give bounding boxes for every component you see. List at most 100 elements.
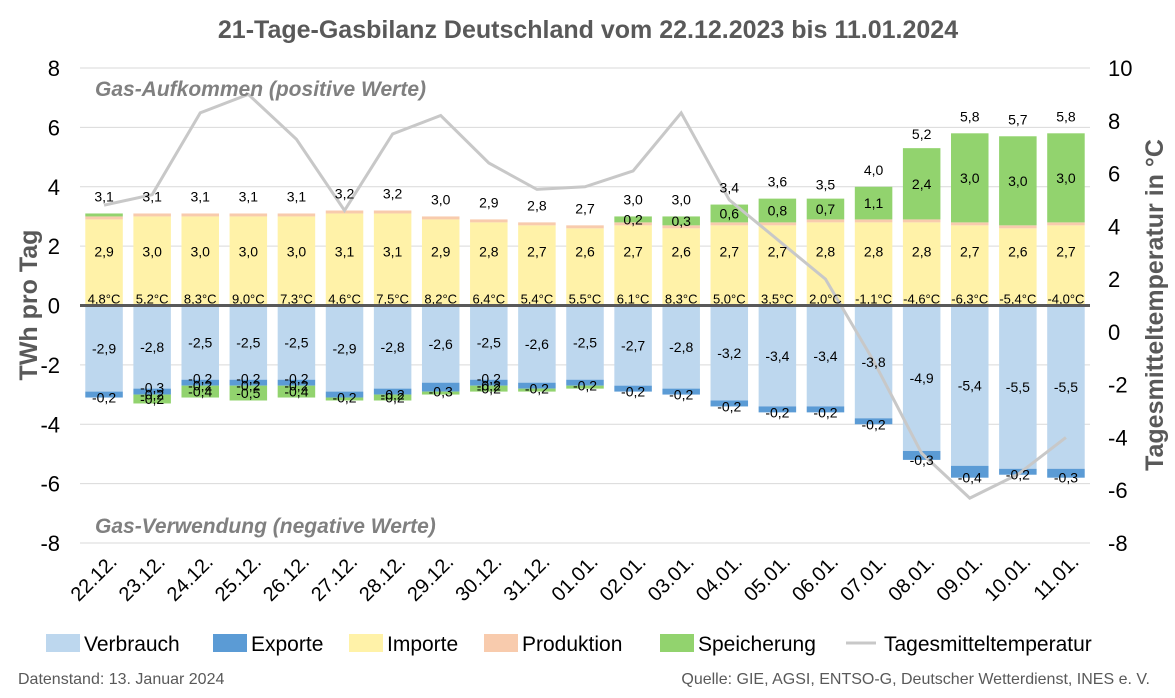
label-temperature: -1,1°C <box>855 292 892 307</box>
label-total: 3,4 <box>720 180 740 196</box>
label-exporte: -0,2 <box>813 404 837 420</box>
bar-importe <box>999 228 1037 306</box>
label-speicherung: 2,4 <box>912 176 932 192</box>
bar-speicherung <box>566 385 604 389</box>
label-temperature: -5,4°C <box>999 292 1036 307</box>
y-tick-label: -8 <box>40 531 60 556</box>
label-importe: 2,9 <box>94 243 114 259</box>
label-speicherung: -0,2 <box>140 391 164 407</box>
label-verbrauch: -5,5 <box>1054 379 1078 395</box>
label-total: 3,1 <box>94 188 114 204</box>
bar-verbrauch <box>181 305 219 380</box>
label-temperature: 9,0°C <box>232 292 265 307</box>
bar-produktion <box>373 210 412 214</box>
label-importe: 2,6 <box>575 243 595 259</box>
bar-speicherung <box>614 216 652 223</box>
bar-produktion <box>85 216 123 220</box>
x-tick-label: 04.01. <box>692 551 747 606</box>
bar-produktion <box>614 222 652 226</box>
label-verbrauch: -2,5 <box>236 335 260 351</box>
label-exporte: -0,2 <box>621 384 645 400</box>
bar-speicherung <box>854 186 893 220</box>
bar-exporte <box>229 379 268 386</box>
x-tick-label: 05.01. <box>740 551 795 606</box>
bar-speicherung <box>1047 133 1085 223</box>
bar-verbrauch <box>85 305 123 392</box>
annotation-negative: Gas-Verwendung (negative Werte) <box>95 515 436 538</box>
bar-speicherung <box>277 385 316 398</box>
label-exporte: -0,2 <box>381 387 405 403</box>
bar-importe <box>662 228 700 306</box>
label-total: 5,2 <box>912 126 932 142</box>
label-speicherung: 3,0 <box>1008 173 1028 189</box>
label-temperature: 6,1°C <box>617 292 650 307</box>
label-exporte-extra: -0,2 <box>236 371 260 387</box>
bar-exporte <box>518 382 556 389</box>
bar-importe <box>710 225 749 306</box>
bar-importe <box>373 213 412 306</box>
label-exporte: -0,2 <box>477 378 501 394</box>
label-importe: 3,0 <box>142 243 162 259</box>
legend-label: Speicherung <box>698 633 816 656</box>
label-total: 3,1 <box>239 188 259 204</box>
x-tick-label: 09.01. <box>932 551 987 606</box>
x-tick-label: 01.01. <box>548 551 603 606</box>
bar-importe <box>325 213 364 306</box>
bar-importe <box>181 216 219 306</box>
bar-produktion <box>902 219 941 223</box>
bar-speicherung <box>181 385 219 398</box>
bar-produktion <box>662 225 700 229</box>
bar-verbrauch <box>518 305 556 383</box>
y2-tick-label: 8 <box>1108 109 1120 134</box>
label-temperature: 7,3°C <box>280 292 313 307</box>
label-exporte: -0,2 <box>765 404 789 420</box>
bar-verbrauch <box>999 305 1037 469</box>
label-temperature: 3,5°C <box>761 292 794 307</box>
x-tick-label: 11.01. <box>1030 551 1084 605</box>
label-verbrauch: -5,5 <box>1006 379 1030 395</box>
label-speicherung: -0,4 <box>284 384 308 400</box>
bar-exporte <box>806 406 845 413</box>
x-tick-label: 10.01. <box>981 551 1036 606</box>
bar-speicherung <box>325 397 364 401</box>
label-importe: 3,0 <box>287 243 307 259</box>
label-exporte: -0,3 <box>1054 470 1078 486</box>
label-temperature: 5,5°C <box>569 292 602 307</box>
legend-label: Tagesmitteltemperatur <box>884 633 1092 656</box>
bar-exporte <box>662 388 700 395</box>
label-speicherung: 0,8 <box>768 203 788 219</box>
bar-produktion <box>421 216 460 220</box>
bar-produktion <box>181 213 219 217</box>
x-tick-label: 07.01. <box>836 551 891 606</box>
label-verbrauch: -2,6 <box>525 336 549 352</box>
bar-series <box>85 133 1085 478</box>
y2-tick-label: -8 <box>1108 531 1128 556</box>
label-exporte: -0,2 <box>1006 467 1030 483</box>
y2-tick-label: -2 <box>1108 373 1128 398</box>
label-exporte: -0,2 <box>525 381 549 397</box>
bar-speicherung <box>470 385 508 392</box>
label-exporte: -0,2 <box>236 378 260 394</box>
label-verbrauch: -3,4 <box>813 348 837 364</box>
x-tick-label: 31.12. <box>500 551 555 606</box>
legend-swatch <box>660 634 694 652</box>
bar-exporte <box>902 450 941 460</box>
label-verbrauch: -2,5 <box>477 335 501 351</box>
x-tick-label: 30.12. <box>451 551 506 606</box>
bar-exporte <box>277 379 316 386</box>
legend-label: Exporte <box>251 633 323 656</box>
label-verbrauch: -3,4 <box>765 348 789 364</box>
label-total: 3,0 <box>431 191 451 207</box>
label-temperature: 2,0°C <box>809 292 842 307</box>
label-total: 5,8 <box>960 108 980 124</box>
label-verbrauch: -2,6 <box>429 336 453 352</box>
y-tick-label: -2 <box>40 353 60 378</box>
bar-exporte <box>470 379 508 386</box>
bar-verbrauch <box>951 305 989 466</box>
label-total: 3,0 <box>623 191 643 207</box>
bar-exporte <box>951 465 989 478</box>
x-tick-label: 08.01. <box>884 551 939 606</box>
label-exporte: -0,2 <box>140 387 164 403</box>
legend-swatch <box>484 634 518 652</box>
label-importe: 2,7 <box>527 243 547 259</box>
